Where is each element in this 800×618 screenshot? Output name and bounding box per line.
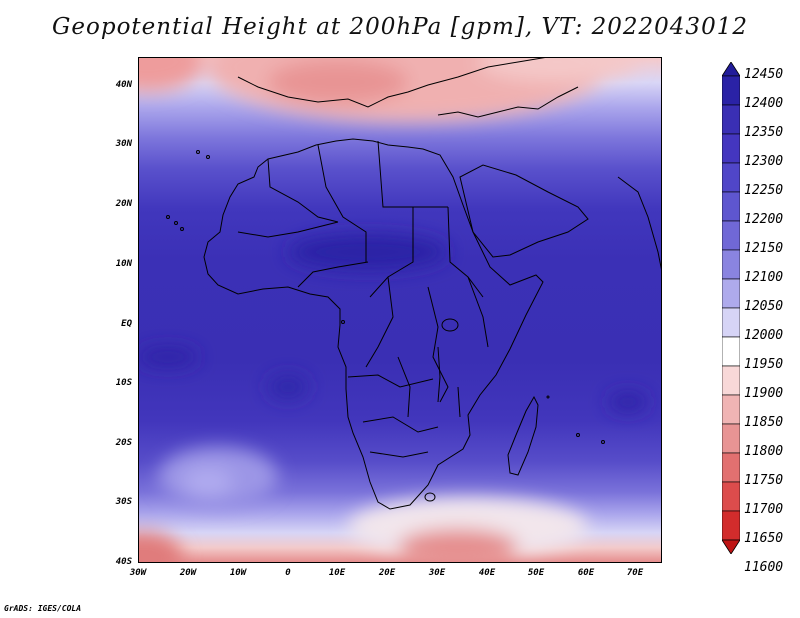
colorbar-label: 11700 [744,502,784,517]
colorbar-label: 12250 [744,183,784,198]
lat-label-40s: 40S [115,557,132,567]
lat-label-10s: 10S [115,378,132,388]
colorbar-label: 12200 [744,212,784,227]
lat-label-20n: 20N [115,199,132,209]
colorbar-segment [722,220,740,251]
map-panel[interactable] [138,57,662,563]
colorbar-label: 12350 [744,125,784,140]
colorbar-segment [722,510,740,541]
colorbar-segment [722,307,740,338]
lon-label-30e: 30E [428,568,446,578]
colorbar-bottom-arrow [722,539,740,554]
lon-label-30w: 30W [129,568,147,578]
colorbar-segment [722,191,740,222]
colorbar-segment [722,278,740,309]
colorbar-segment [722,365,740,396]
colorbar-label: 12000 [744,328,784,343]
footer-credit: GrADS: IGES/COLA [4,604,82,613]
colorbar-label: 11800 [744,444,784,459]
colorbar-segment [722,394,740,425]
colorbar-label: 12100 [744,270,784,285]
chart-title: Geopotential Height at 200hPa [gpm], VT:… [52,14,748,40]
colorbar-label: 12450 [744,67,784,82]
colorbar-label: 12300 [744,154,784,169]
colorbar-label: 11750 [744,473,784,488]
lon-label-50e: 50E [527,568,545,578]
colorbar-label: 11600 [744,560,784,575]
colorbar-segment [722,336,740,367]
lat-label-eq: EQ [121,319,132,329]
colorbar-label: 12150 [744,241,784,256]
lon-label-40e: 40E [478,568,496,578]
lat-label-30n: 30N [115,139,132,149]
lat-label-10n: 10N [115,259,132,269]
colorbar-segment [722,104,740,135]
lon-label-60e: 60E [577,568,595,578]
colorbar-label: 12050 [744,299,784,314]
geopotential-field-map [138,57,662,563]
colorbar-segment [722,452,740,483]
lon-label-10w: 10W [229,568,247,578]
colorbar-segment [722,162,740,193]
colorbar-segment [722,481,740,512]
lon-label-0: 0 [285,568,291,578]
lon-label-10e: 10E [328,568,346,578]
lon-label-20w: 20W [179,568,197,578]
lon-label-20e: 20E [378,568,396,578]
colorbar-top-arrow [722,62,740,77]
colorbar-label: 12400 [744,96,784,111]
field-features [138,57,648,563]
colorbar-segment [722,133,740,164]
coastlines [166,57,662,510]
colorbar-segment [722,249,740,280]
colorbar-label: 11650 [744,531,784,546]
lat-label-20s: 20S [115,438,132,448]
colorbar-label: 11950 [744,357,784,372]
lat-label-40n: 40N [115,80,132,90]
lon-label-70e: 70E [626,568,644,578]
lat-label-30s: 30S [115,497,132,507]
colorbar-label: 11850 [744,415,784,430]
colorbar [722,62,740,554]
colorbar-label: 11900 [744,386,784,401]
colorbar-segment [722,423,740,454]
colorbar-segment [722,75,740,106]
